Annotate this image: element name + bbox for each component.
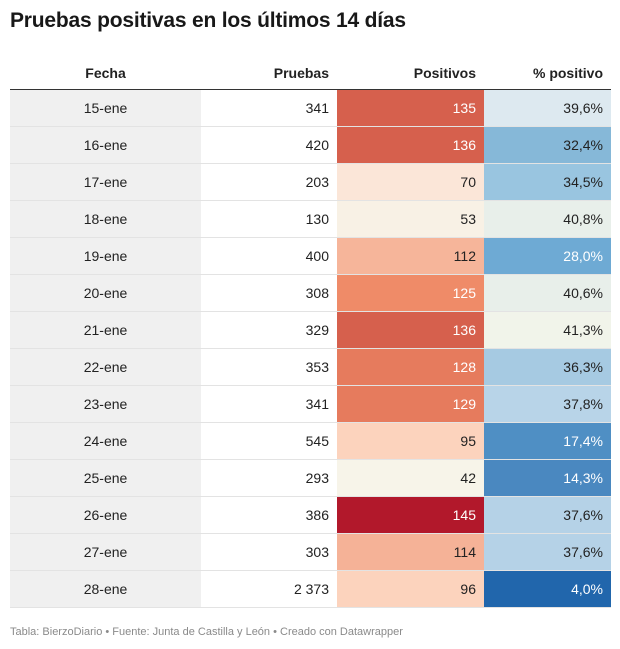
header-row: Fecha Pruebas Positivos % positivo	[10, 56, 611, 90]
table-row: 24-ene 545 95 17,4%	[10, 422, 611, 460]
cell-positivos: 114	[337, 533, 484, 571]
cell-pct-positivo: 39,6%	[484, 89, 611, 127]
cell-pct-positivo: 34,5%	[484, 163, 611, 201]
cell-pruebas: 353	[201, 348, 337, 386]
cell-pct-positivo: 4,0%	[484, 570, 611, 608]
cell-pct-positivo: 41,3%	[484, 311, 611, 349]
cell-pruebas: 329	[201, 311, 337, 349]
cell-pruebas: 303	[201, 533, 337, 571]
cell-positivos: 136	[337, 126, 484, 164]
cell-fecha: 16-ene	[10, 126, 201, 164]
column-header-pct-positivo: % positivo	[484, 56, 611, 90]
cell-pruebas: 341	[201, 385, 337, 423]
cell-positivos: 95	[337, 422, 484, 460]
table-row: 21-ene 329 136 41,3%	[10, 311, 611, 349]
table-row: 16-ene 420 136 32,4%	[10, 126, 611, 164]
column-header-pruebas: Pruebas	[201, 56, 337, 90]
cell-fecha: 26-ene	[10, 496, 201, 534]
cell-positivos: 136	[337, 311, 484, 349]
cell-fecha: 24-ene	[10, 422, 201, 460]
table-row: 22-ene 353 128 36,3%	[10, 348, 611, 386]
cell-pruebas: 130	[201, 200, 337, 238]
cell-pct-positivo: 28,0%	[484, 237, 611, 275]
table-row: 26-ene 386 145 37,6%	[10, 496, 611, 534]
chart-title: Pruebas positivas en los últimos 14 días	[10, 9, 406, 32]
cell-fecha: 23-ene	[10, 385, 201, 423]
cell-pruebas: 420	[201, 126, 337, 164]
cell-pct-positivo: 37,6%	[484, 533, 611, 571]
footer-credits: Tabla: BierzoDiario • Fuente: Junta de C…	[10, 626, 403, 638]
cell-fecha: 15-ene	[10, 89, 201, 127]
cell-positivos: 96	[337, 570, 484, 608]
cell-pruebas: 545	[201, 422, 337, 460]
cell-pruebas: 203	[201, 163, 337, 201]
cell-pruebas: 386	[201, 496, 337, 534]
cell-fecha: 25-ene	[10, 459, 201, 497]
cell-pct-positivo: 14,3%	[484, 459, 611, 497]
column-header-positivos: Positivos	[337, 56, 484, 90]
cell-pct-positivo: 40,8%	[484, 200, 611, 238]
cell-positivos: 135	[337, 89, 484, 127]
table-row: 25-ene 293 42 14,3%	[10, 459, 611, 497]
table-row: 18-ene 130 53 40,8%	[10, 200, 611, 238]
cell-positivos: 112	[337, 237, 484, 275]
table-row: 17-ene 203 70 34,5%	[10, 163, 611, 201]
cell-fecha: 22-ene	[10, 348, 201, 386]
cell-pruebas: 308	[201, 274, 337, 312]
cell-pct-positivo: 37,6%	[484, 496, 611, 534]
table-row: 23-ene 341 129 37,8%	[10, 385, 611, 423]
data-table: Fecha Pruebas Positivos % positivo 15-en…	[10, 56, 611, 608]
cell-pruebas: 2 373	[201, 570, 337, 608]
column-header-fecha: Fecha	[10, 56, 201, 90]
cell-fecha: 20-ene	[10, 274, 201, 312]
cell-pct-positivo: 36,3%	[484, 348, 611, 386]
cell-pruebas: 293	[201, 459, 337, 497]
cell-fecha: 27-ene	[10, 533, 201, 571]
table-body: 15-ene 341 135 39,6% 16-ene 420 136 32,4% 17-ene…	[10, 89, 611, 608]
cell-pct-positivo: 40,6%	[484, 274, 611, 312]
cell-pct-positivo: 37,8%	[484, 385, 611, 423]
cell-positivos: 129	[337, 385, 484, 423]
cell-pct-positivo: 17,4%	[484, 422, 611, 460]
cell-fecha: 17-ene	[10, 163, 201, 201]
cell-positivos: 70	[337, 163, 484, 201]
cell-pruebas: 400	[201, 237, 337, 275]
cell-positivos: 128	[337, 348, 484, 386]
table-row: 19-ene 400 112 28,0%	[10, 237, 611, 275]
cell-positivos: 42	[337, 459, 484, 497]
table-row: 15-ene 341 135 39,6%	[10, 89, 611, 127]
cell-pruebas: 341	[201, 89, 337, 127]
cell-fecha: 18-ene	[10, 200, 201, 238]
cell-fecha: 28-ene	[10, 570, 201, 608]
table-row: 20-ene 308 125 40,6%	[10, 274, 611, 312]
table-row: 28-ene 2 373 96 4,0%	[10, 570, 611, 608]
cell-positivos: 53	[337, 200, 484, 238]
cell-positivos: 145	[337, 496, 484, 534]
cell-positivos: 125	[337, 274, 484, 312]
table-row: 27-ene 303 114 37,6%	[10, 533, 611, 571]
cell-pct-positivo: 32,4%	[484, 126, 611, 164]
cell-fecha: 21-ene	[10, 311, 201, 349]
cell-fecha: 19-ene	[10, 237, 201, 275]
